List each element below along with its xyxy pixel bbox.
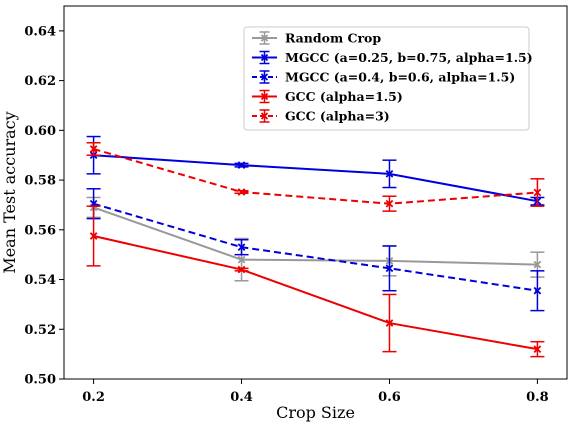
y-tick-label: 0.62: [24, 74, 56, 89]
series-line: [93, 202, 538, 292]
legend-label: GCC (alpha=3): [285, 109, 390, 124]
data-point: [237, 265, 246, 274]
legend-item: MGCC (a=0.4, b=0.6, alpha=1.5): [252, 70, 515, 85]
legend-marker: [260, 53, 269, 62]
x-axis-label: Crop Size: [276, 403, 355, 422]
legend-marker: [260, 34, 269, 42]
series-2: [86, 188, 545, 312]
series-line: [93, 154, 538, 203]
data-point: [237, 161, 246, 169]
legend-marker: [260, 112, 269, 120]
series-4: [86, 142, 545, 212]
y-axis-label: Mean Test accuracy: [0, 111, 19, 273]
legend-item: Random Crop: [252, 31, 381, 46]
x-tick-label: 0.2: [82, 390, 105, 405]
y-tick-label: 0.56: [24, 223, 56, 238]
data-point: [89, 145, 98, 153]
series-line: [93, 148, 538, 205]
series-1: [86, 135, 545, 206]
x-tick-label: 0.4: [230, 390, 253, 405]
data-point: [237, 255, 246, 264]
legend-label: MGCC (a=0.4, b=0.6, alpha=1.5): [285, 70, 515, 85]
data-point: [385, 319, 394, 327]
legend: Random Crop MGCC (a=0.25, b=0.75, alpha=1…: [243, 26, 533, 131]
y-tick-label: 0.64: [24, 24, 56, 39]
legend-item: MGCC (a=0.25, b=0.75, alpha=1.5): [252, 50, 533, 65]
data-point: [385, 199, 394, 208]
legend-label: GCC (alpha=1.5): [285, 89, 403, 104]
legend-item: GCC (alpha=3): [252, 109, 390, 124]
y-tick-label: 0.60: [24, 124, 56, 139]
x-tick-label: 0.8: [526, 390, 549, 405]
legend-label: Random Crop: [285, 31, 381, 46]
legend-marker: [260, 73, 269, 81]
y-tick-label: 0.54: [24, 273, 56, 288]
legend-box: [243, 26, 530, 131]
series-layer: [86, 135, 545, 358]
series-3: [86, 205, 545, 358]
y-tick-label: 0.58: [24, 174, 56, 189]
data-point: [533, 260, 542, 269]
legend-label: MGCC (a=0.25, b=0.75, alpha=1.5): [285, 50, 533, 65]
data-point: [533, 345, 542, 353]
data-point: [237, 243, 246, 252]
legend-marker: [260, 92, 269, 101]
data-point: [385, 264, 394, 273]
series-0: [86, 196, 545, 282]
x-tick-label: 0.6: [378, 390, 401, 405]
y-tick-label: 0.52: [24, 323, 56, 338]
data-point: [237, 188, 246, 196]
data-point: [533, 286, 542, 295]
data-point: [533, 188, 542, 197]
plot-frame: [63, 5, 568, 380]
series-line: [93, 206, 538, 266]
data-point: [385, 170, 394, 178]
data-point: [89, 232, 98, 240]
series-line: [93, 235, 538, 351]
y-tick-label: 0.50: [24, 373, 56, 388]
legend-item: GCC (alpha=1.5): [252, 89, 403, 104]
axes-layer: 0.2 0.4 0.6 0.8 0.50 0.52 0.54 0.56 0.58 0.60 0.62…: [24, 24, 548, 405]
